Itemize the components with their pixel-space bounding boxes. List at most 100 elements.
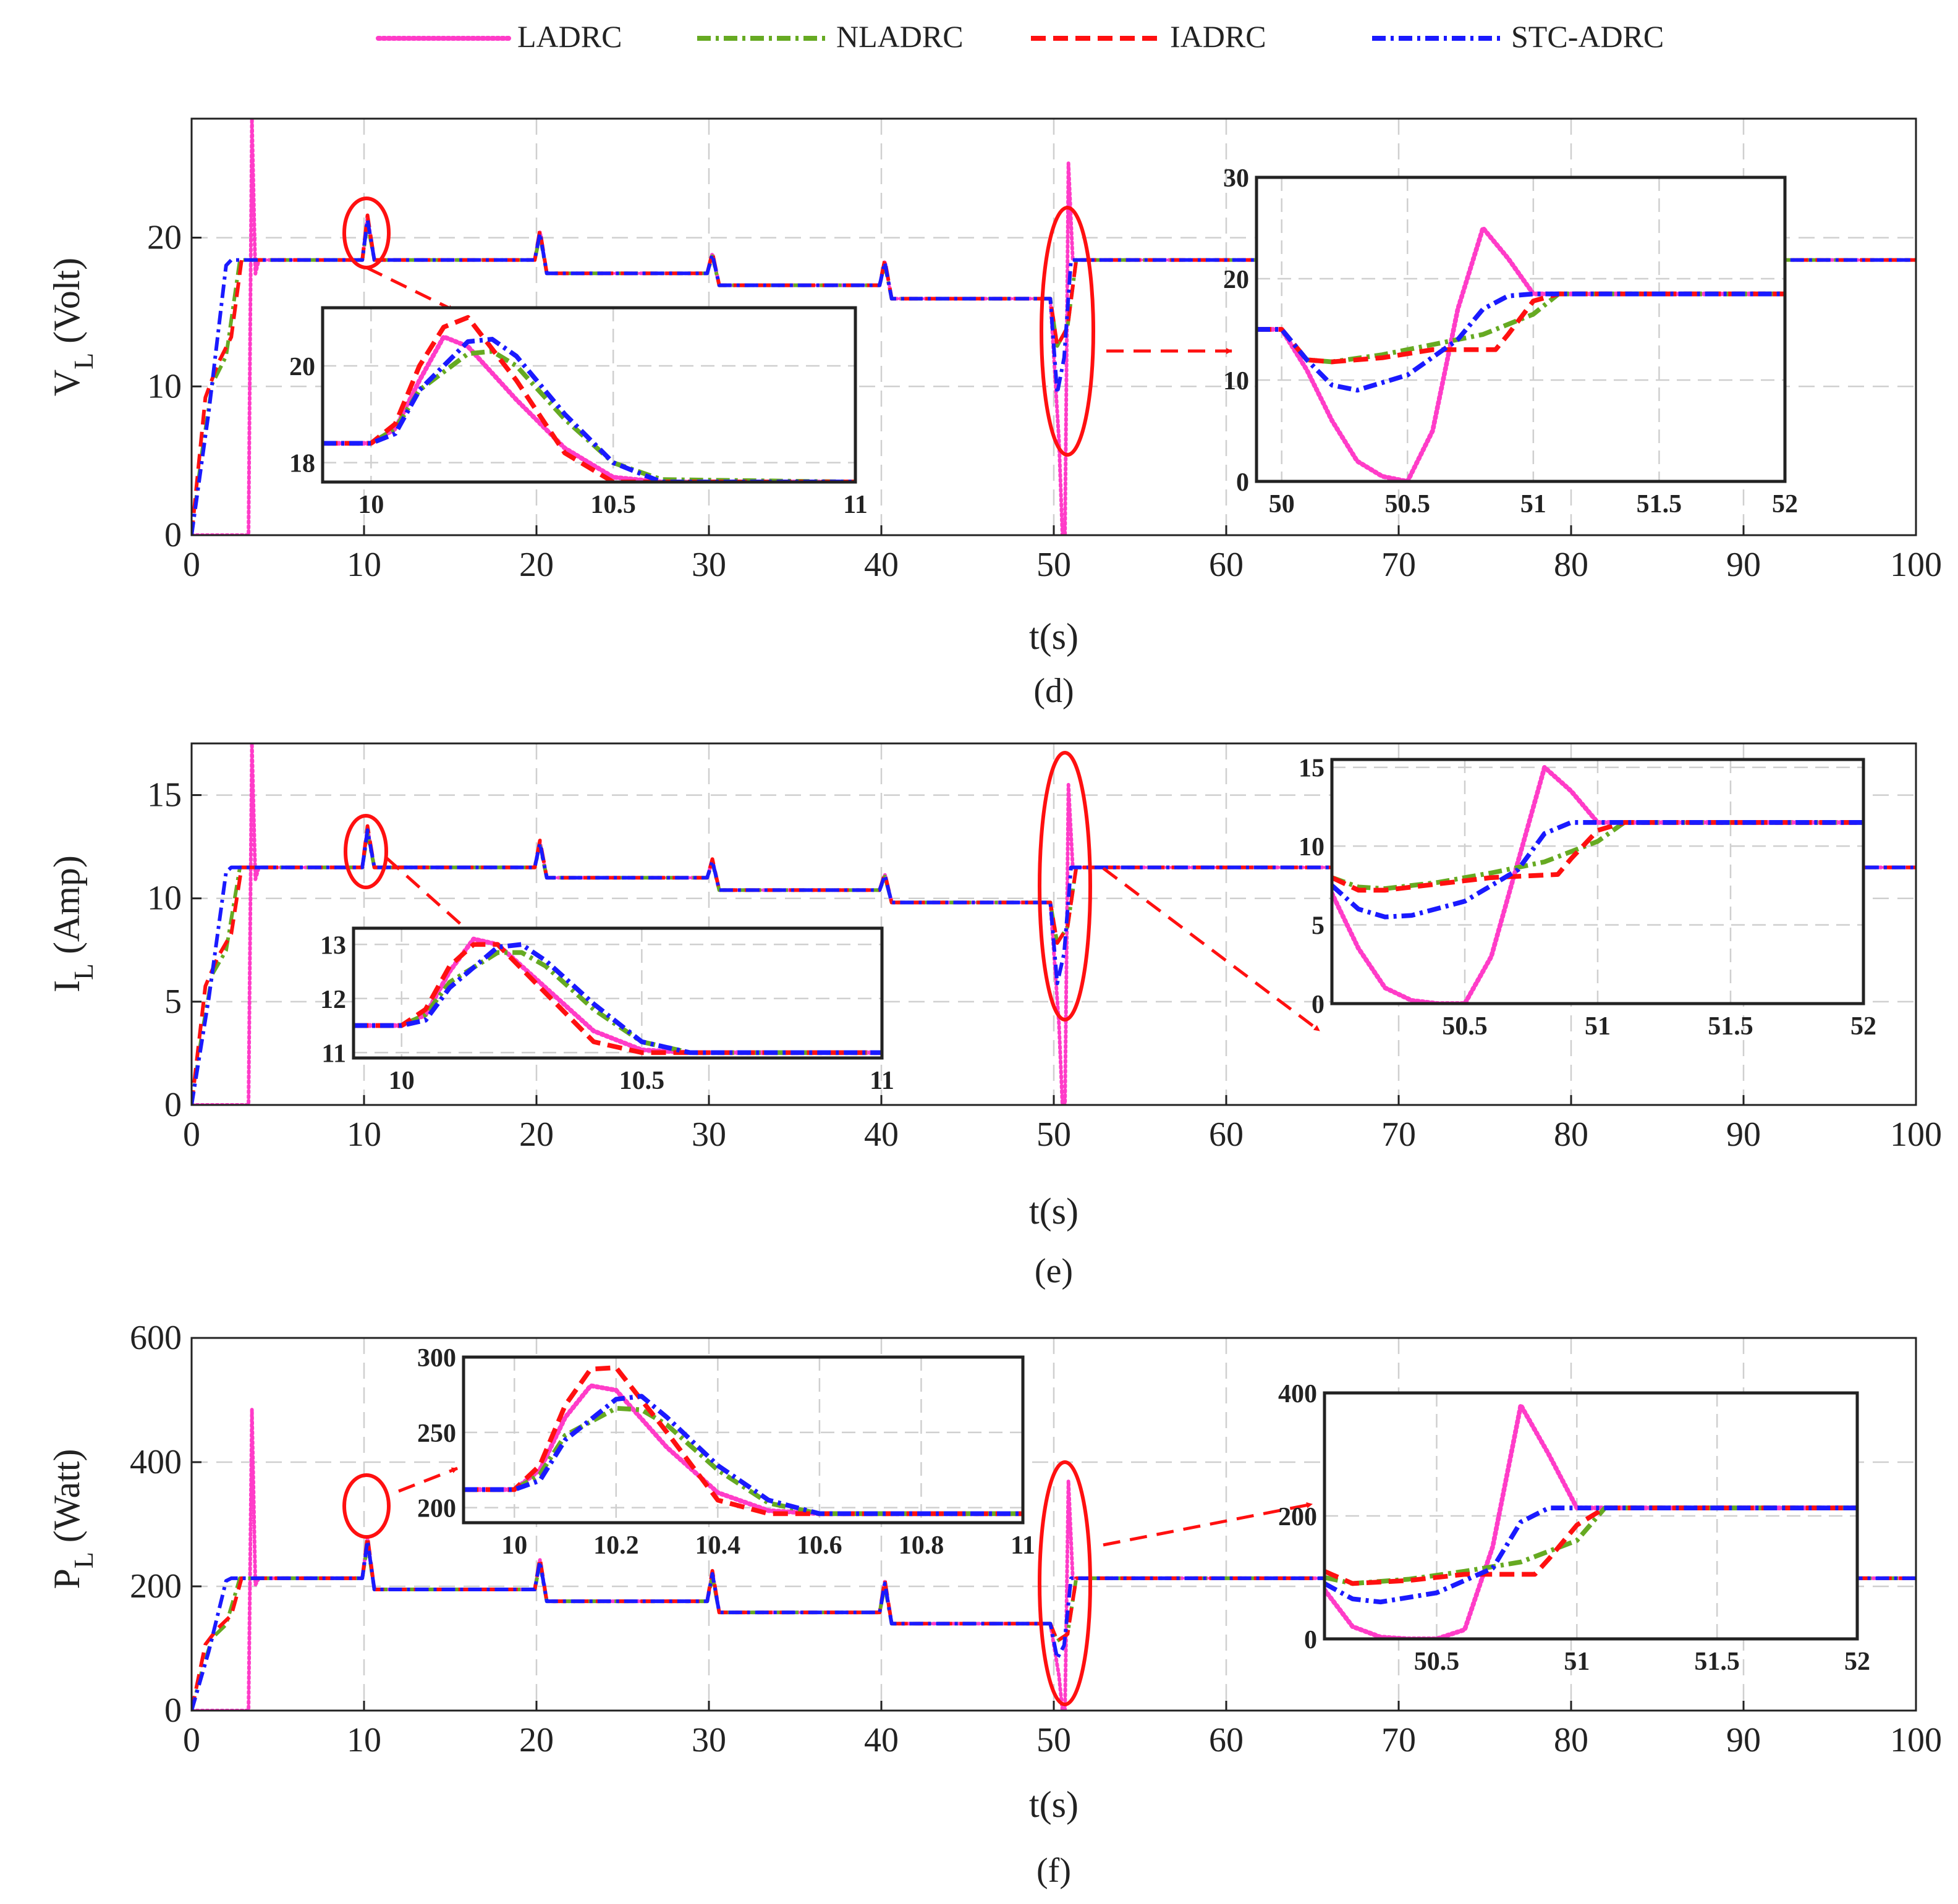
inset-frame <box>352 926 884 1060</box>
inset-x-tick-label: 10.5 <box>590 491 636 519</box>
y-tick-label: 10 <box>147 367 182 405</box>
y-axis-label-unit: (Amp) <box>46 855 87 963</box>
y-axis-label-unit: (Watt) <box>46 1449 87 1552</box>
inset-y-tick-label: 5 <box>1312 912 1324 941</box>
legend-label-iadrc: IADRC <box>1170 19 1266 54</box>
inset-y-tick-label: 0 <box>1304 1626 1317 1654</box>
zoom-highlight-ellipse <box>1038 1460 1092 1706</box>
inset-frame <box>321 306 857 484</box>
inset-y-tick-label: 10 <box>1299 833 1324 861</box>
inset-series-line-iadrc <box>323 315 855 482</box>
x-tick-label: 60 <box>1209 1721 1244 1759</box>
inset-x-tick-label: 10.5 <box>619 1067 665 1095</box>
x-tick-label: 30 <box>692 1115 726 1154</box>
x-tick-label: 0 <box>183 1115 200 1154</box>
zoom-highlight-ellipse <box>344 814 388 889</box>
y-tick-label: 0 <box>164 516 182 554</box>
y-tick-label: 5 <box>164 983 182 1021</box>
y-tick-label: 10 <box>147 879 182 918</box>
inset-x-tick-label: 11 <box>870 1067 894 1095</box>
inset-series-line-ladrc <box>323 334 855 482</box>
y-tick-label: 400 <box>130 1443 182 1481</box>
inset-series-line-stc-adrc <box>354 942 882 1056</box>
inset-x-tick-label: 52 <box>1772 490 1798 518</box>
x-tick-label: 50 <box>1036 1115 1071 1154</box>
zoom-highlight-ellipse <box>342 1473 391 1539</box>
inset-background <box>1330 758 1865 1005</box>
inset-series-line-iadrc <box>1257 291 1785 365</box>
x-tick-label: 100 <box>1890 1721 1942 1759</box>
inset-x-tick-label: 50.5 <box>1414 1648 1460 1676</box>
inset-x-tick-label: 51.5 <box>1694 1648 1740 1676</box>
inset-x-tick-label: 10.8 <box>899 1531 944 1560</box>
zoom-highlight-ellipse <box>1040 206 1095 457</box>
inset-y-tick-label: 15 <box>1299 755 1324 783</box>
x-tick-label: 60 <box>1209 546 1244 584</box>
x-tick-label: 30 <box>692 546 726 584</box>
x-tick-label: 10 <box>347 1115 381 1154</box>
legend: LADRC NLADRC IADRC STC-ADRC <box>376 19 1664 54</box>
series-line-ladrc <box>192 743 1916 1105</box>
x-tick-label: 10 <box>347 546 381 584</box>
legend-label-nladrc: NLADRC <box>836 19 964 54</box>
inset-series-line-iadrc <box>1324 1505 1857 1586</box>
plot-frame <box>190 1337 1917 1712</box>
inset-background <box>1255 176 1787 483</box>
zoom-arrow <box>385 857 479 941</box>
x-tick-label: 40 <box>864 1115 899 1154</box>
x-tick-label: 40 <box>864 1721 899 1759</box>
plot-frame <box>190 117 1917 536</box>
y-axis-label-subscript: L <box>69 963 99 980</box>
y-axis-label-symbol: I <box>46 980 87 992</box>
inset-zoom-1: 10 10.2 10.4 10.6 10.8 11 200 250 300 <box>417 1344 1035 1560</box>
inset-zoom-1: 10 10.5 11 11 12 13 <box>320 926 894 1095</box>
x-tick-label: 20 <box>519 1721 554 1759</box>
inset-y-tick-label: 13 <box>320 931 346 960</box>
x-tick-label: 40 <box>864 546 899 584</box>
x-axis-label: t(s) <box>1029 1191 1079 1232</box>
x-tick-label: 50 <box>1036 1721 1071 1759</box>
x-tick-label: 80 <box>1554 1115 1588 1154</box>
inset-y-tick-label: 250 <box>417 1420 456 1448</box>
inset-x-tick-label: 10.6 <box>797 1531 842 1560</box>
inset-zoom-1: 10 10.5 11 18 20 <box>289 306 868 519</box>
x-axis-label: t(s) <box>1029 1784 1079 1825</box>
inset-x-tick-label: 51 <box>1520 490 1546 518</box>
legend-label-ladrc: LADRC <box>517 19 622 54</box>
inset-series-line-ladrc <box>1332 764 1863 1004</box>
inset-x-tick-label: 50.5 <box>1442 1012 1488 1041</box>
inset-y-tick-label: 0 <box>1312 991 1324 1019</box>
inset-series-line-nladrc <box>354 950 882 1056</box>
inset-series-line-iadrc <box>1332 820 1863 893</box>
inset-series-line-stc-adrc <box>1332 820 1863 920</box>
zoom-arrow <box>1103 1502 1313 1547</box>
inset-x-tick-label: 52 <box>1844 1648 1870 1676</box>
x-tick-label: 70 <box>1381 1721 1416 1759</box>
x-tick-label: 30 <box>692 1721 726 1759</box>
inset-series-line-stc-adrc <box>464 1394 1023 1517</box>
inset-y-tick-label: 10 <box>1223 367 1249 396</box>
inset-y-tick-label: 18 <box>289 450 315 478</box>
inset-series-line-stc-adrc <box>323 337 855 482</box>
panel-caption: (f) <box>1036 1851 1071 1890</box>
panel-caption: (e) <box>1035 1252 1073 1290</box>
zoom-highlight-ellipse <box>1038 751 1092 1022</box>
series-line-stc-adrc <box>192 218 1916 535</box>
inset-series-line-iadrc <box>464 1365 1023 1517</box>
y-tick-label: 200 <box>130 1567 182 1606</box>
inset-frame <box>1330 758 1865 1005</box>
x-tick-label: 10 <box>347 1721 381 1759</box>
inset-series-line-stc-adrc <box>1257 291 1785 393</box>
y-axis-label: IL (Amp) <box>46 855 99 992</box>
zoom-arrow <box>398 1466 458 1493</box>
x-tick-label: 90 <box>1726 1721 1761 1759</box>
inset-y-tick-label: 200 <box>417 1495 456 1523</box>
inset-frame <box>1255 176 1787 483</box>
legend-label-stc-adrc: STC-ADRC <box>1511 19 1664 54</box>
inset-zoom-2: 50.5 51 51.5 52 0 200 400 <box>1278 1380 1870 1676</box>
x-tick-label: 20 <box>519 546 554 584</box>
x-tick-label: 70 <box>1381 546 1416 584</box>
